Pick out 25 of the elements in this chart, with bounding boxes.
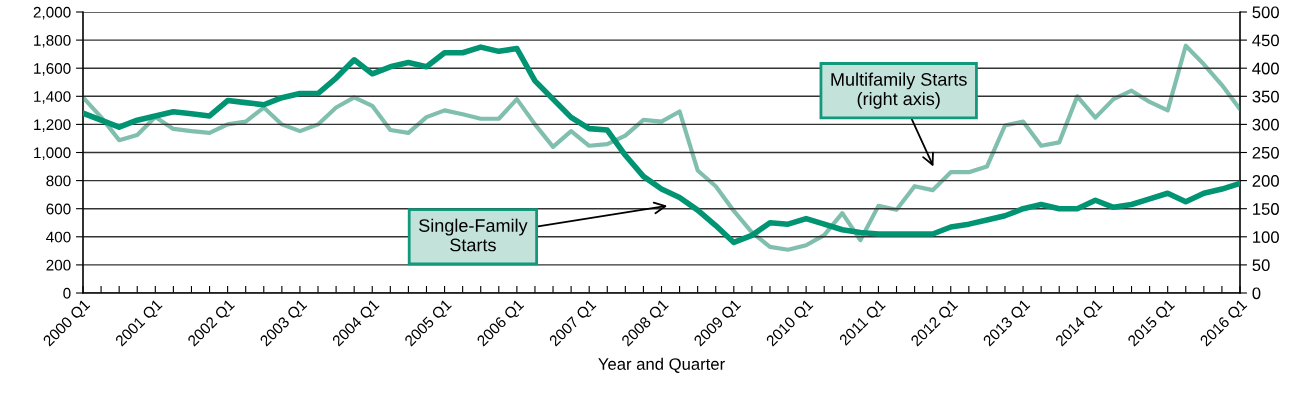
y-tick-label: 600	[46, 203, 71, 215]
y2-tick-label: 450	[1252, 34, 1279, 47]
y-tick-label: 1,800	[34, 34, 71, 48]
y2-tick-label: 350	[1252, 90, 1279, 103]
y-tick-label: 0	[63, 287, 71, 299]
y-tick-label: 2,000	[33, 6, 71, 20]
y2-tick-label: 100	[1253, 231, 1279, 243]
y-tick-label: 400	[46, 231, 71, 243]
annotation: Multifamily Starts (right axis)	[831, 72, 967, 109]
y-tick-label: 800	[46, 175, 71, 187]
y2-tick-label: 50	[1252, 259, 1270, 272]
y-tick-label: 1,600	[34, 63, 71, 76]
y2-tick-label: 300	[1252, 118, 1279, 131]
y-tick-label: 1,000	[34, 147, 71, 160]
y-tick-label: 1,400	[34, 91, 71, 104]
y2-tick-label: 500	[1252, 6, 1279, 19]
y2-tick-label: 250	[1252, 146, 1279, 159]
y2-tick-label: 150	[1253, 203, 1279, 215]
y-tick-label: 200	[46, 259, 71, 271]
x-axis-title: Year and Quarter	[598, 357, 725, 373]
annotation: Single-Family Starts	[419, 218, 528, 252]
y2-tick-label: 400	[1252, 62, 1279, 75]
y-tick-label: 1,200	[34, 119, 71, 132]
y2-tick-label: 0	[1252, 287, 1261, 300]
y2-tick-label: 200	[1252, 175, 1279, 187]
